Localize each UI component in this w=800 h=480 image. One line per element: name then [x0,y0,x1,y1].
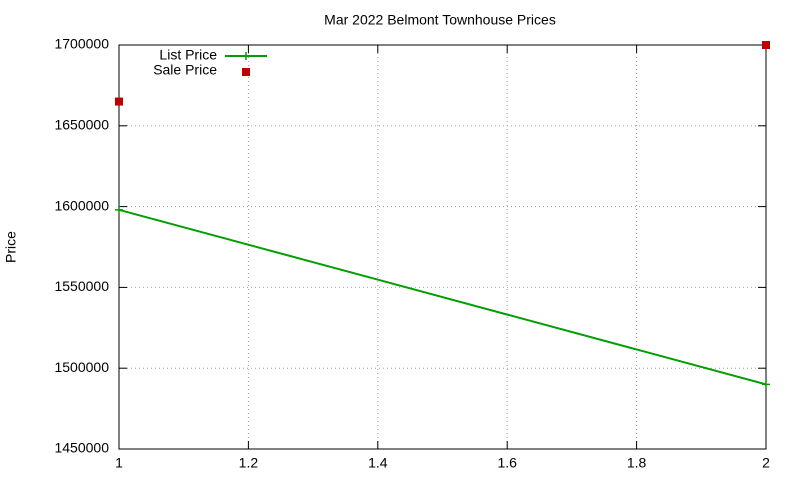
y-tick-label: 1450000 [54,440,109,456]
plot-border [118,44,767,450]
series-line [118,208,767,386]
y-tick-label: 1500000 [54,359,109,375]
y-tick-label: 1550000 [54,278,109,294]
x-tick-label: 1.2 [239,455,259,471]
legend-swatch [242,68,250,76]
y-tick-label: 1650000 [54,117,109,133]
y-tick-label: 1700000 [54,36,109,52]
point [762,380,770,389]
x-tick-label: 1.8 [627,455,647,471]
chart-title: Mar 2022 Belmont Townhouse Prices [324,12,556,28]
y-axis-label: Price [3,231,19,263]
legend-label: List Price [159,47,217,63]
x-tick-label: 1.6 [497,455,517,471]
point [115,205,123,214]
point [762,41,770,49]
legend-swatch [242,52,250,60]
legend-label: Sale Price [153,62,217,78]
point [115,97,123,106]
x-tick-label: 2 [762,455,770,471]
x-tick-label: 1.4 [368,455,388,471]
y-tick-label: 1600000 [54,197,109,213]
x-tick-label: 1 [115,455,123,471]
